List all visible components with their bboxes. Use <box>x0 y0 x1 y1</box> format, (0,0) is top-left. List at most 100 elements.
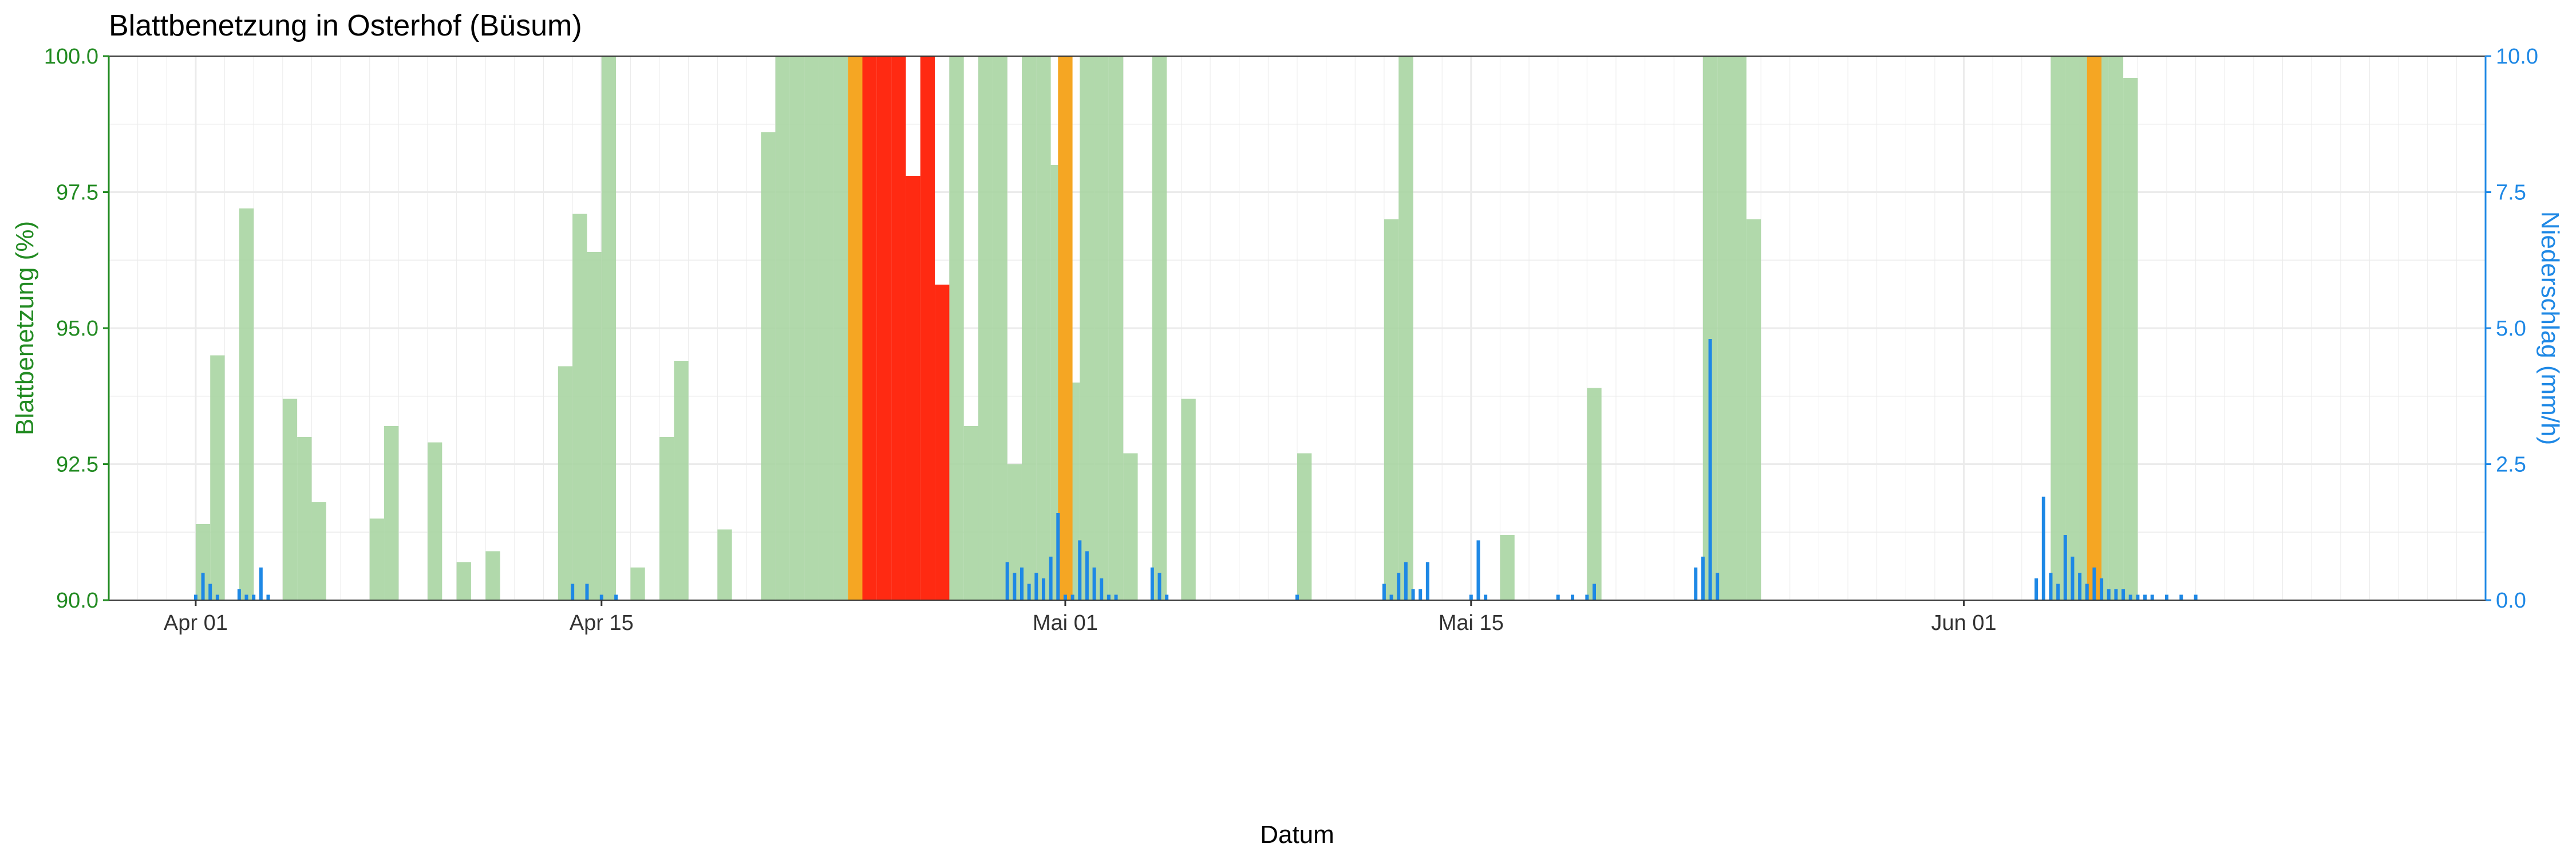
blattbenetzung-bar <box>848 56 863 600</box>
niederschlag-bar <box>1078 540 1082 600</box>
niederschlag-bar <box>1382 584 1386 600</box>
niederschlag-bar <box>1092 568 1096 600</box>
y-axis-right-title: Niederschlag (mm/h) <box>2536 211 2564 445</box>
niederschlag-bar <box>2063 535 2067 600</box>
y-left-tick-label: 95.0 <box>56 317 98 341</box>
niederschlag-bar <box>1389 594 1393 600</box>
blattbenetzung-bar <box>659 437 674 600</box>
niederschlag-bar <box>2114 589 2118 600</box>
chart-title: Blattbenetzung in Osterhof (Büsum) <box>109 9 582 42</box>
niederschlag-bar <box>1419 589 1423 600</box>
niederschlag-bar <box>193 594 197 600</box>
blattbenetzung-bar <box>2050 56 2065 600</box>
niederschlag-bar <box>571 584 575 600</box>
blattbenetzung-bar <box>876 56 892 600</box>
blattbenetzung-bar <box>1058 56 1073 600</box>
niederschlag-bar <box>1070 594 1074 600</box>
niederschlag-bar <box>614 594 618 600</box>
niederschlag-bar <box>1085 551 1089 600</box>
niederschlag-bar <box>2078 573 2082 600</box>
niederschlag-bar <box>1484 594 1488 600</box>
niederschlag-bar <box>2143 594 2147 600</box>
blattbenetzung-bar <box>239 208 254 600</box>
blattbenetzung-bar <box>1123 453 1138 600</box>
blattbenetzung-bar <box>993 56 1008 600</box>
blattbenetzung-bar <box>210 355 225 600</box>
blattbenetzung-bar <box>906 176 920 600</box>
niederschlag-bar <box>2085 584 2089 600</box>
blattbenetzung-bar <box>1384 219 1399 600</box>
niederschlag-bar <box>244 594 248 600</box>
x-tick-label: Mai 01 <box>1033 611 1098 635</box>
niederschlag-bar <box>2179 594 2183 600</box>
y-axis-right-ticks: 0.0 2.5 5.0 7.5 10.0 <box>2486 45 2538 613</box>
niederschlag-bar <box>2194 594 2198 600</box>
blattbenetzung-bar <box>601 56 617 600</box>
blattbenetzung-bar <box>572 214 587 600</box>
blattbenetzung-bar <box>804 56 819 600</box>
x-tick-label: Apr 15 <box>570 611 634 635</box>
blattbenetzung-bar <box>935 285 950 600</box>
y-axis-left-title: Blattbenetzung (%) <box>11 221 39 435</box>
y-right-tick-label: 7.5 <box>2496 181 2526 205</box>
blattbenetzung-bar <box>1500 535 1515 600</box>
niederschlag-bar <box>1157 573 1161 600</box>
blattbenetzung-bar <box>1036 56 1051 600</box>
blattbenetzung-bar <box>369 518 385 600</box>
niederschlag-bar <box>1150 568 1154 600</box>
blattbenetzung-bar <box>2087 56 2102 600</box>
niederschlag-bar <box>2041 497 2045 600</box>
blattbenetzung-bar <box>630 568 645 600</box>
blattbenetzung-bar <box>2065 56 2080 600</box>
niederschlag-bar <box>2049 573 2053 600</box>
niederschlag-bar <box>201 573 205 600</box>
blattbenetzung-bar <box>920 56 935 600</box>
blattbenetzung-bar <box>297 437 312 600</box>
niederschlag-bar <box>1701 557 1705 600</box>
niederschlag-bar <box>1397 573 1401 600</box>
blattbenetzung-bar <box>587 252 602 600</box>
niederschlag-bar <box>2056 584 2060 600</box>
y-axis-left-ticks: 90.0 92.5 95.0 97.5 100.0 <box>44 45 109 613</box>
niederschlag-bar <box>585 584 589 600</box>
y-right-tick-label: 5.0 <box>2496 317 2526 341</box>
blattbenetzung-bar <box>2123 78 2138 600</box>
niederschlag-bar <box>1411 589 1415 600</box>
niederschlag-bar <box>1041 578 1045 600</box>
blattbenetzung-bar <box>1094 56 1109 600</box>
blattbenetzung-bar <box>311 502 326 600</box>
niederschlag-bar <box>2034 578 2038 600</box>
niederschlag-bar <box>1005 562 1009 600</box>
blattbenetzung-bar <box>1587 388 1602 600</box>
blattbenetzung-bar <box>833 56 848 600</box>
blattbenetzung-bar <box>1181 399 1196 600</box>
blattbenetzung-bar <box>1297 453 1312 600</box>
niederschlag-bar <box>2107 589 2111 600</box>
blattbenetzung-bar <box>949 56 964 600</box>
niederschlag-bar <box>1049 557 1053 600</box>
niederschlag-bar <box>2121 589 2125 600</box>
blattbenetzung-bar <box>1152 56 1167 600</box>
y-right-tick-label: 10.0 <box>2496 45 2538 69</box>
blattbenetzung-bar <box>558 366 573 600</box>
blattbenetzung-bar <box>819 56 833 600</box>
niederschlag-bar <box>1114 594 1118 600</box>
niederschlag-bar <box>2092 568 2096 600</box>
niederschlag-bar <box>1716 573 1720 600</box>
niederschlag-bar <box>1165 594 1169 600</box>
blattbenetzung-bar <box>456 562 471 600</box>
blattbenetzung-bar <box>717 529 732 600</box>
blattbenetzung-bar <box>2108 56 2124 600</box>
blattbenetzung-bar <box>761 132 776 600</box>
y-right-tick-label: 2.5 <box>2496 453 2526 477</box>
blattbenetzung-bar <box>978 56 993 600</box>
niederschlag-bar <box>259 568 263 600</box>
blattbenetzung-bar <box>862 56 877 600</box>
y-left-tick-label: 90.0 <box>56 589 98 613</box>
niederschlag-bar <box>2100 578 2104 600</box>
blattbenetzung-bar <box>485 551 500 600</box>
y-left-tick-label: 100.0 <box>44 45 98 69</box>
x-axis-ticks: Apr 01 Apr 15 Mai 01 Mai 15 Jun 01 <box>164 600 1997 635</box>
niederschlag-bar <box>1020 568 1024 600</box>
